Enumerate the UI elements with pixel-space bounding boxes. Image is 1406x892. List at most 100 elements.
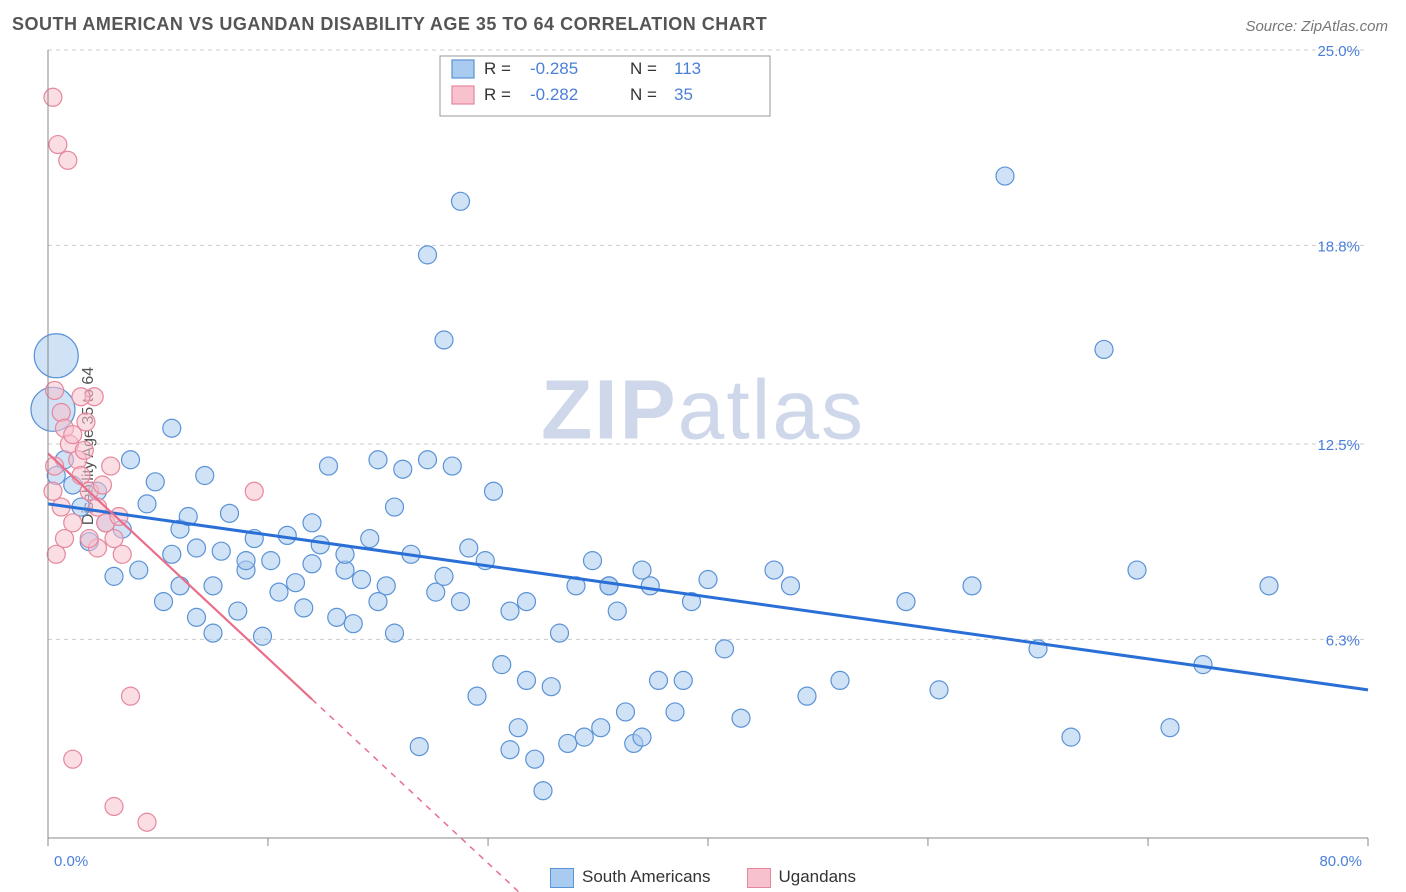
legend-swatch [452,60,474,78]
data-point [542,678,560,696]
data-point [72,467,90,485]
data-point [122,687,140,705]
data-point [452,192,470,210]
data-point [138,495,156,513]
legend-r-value: -0.285 [530,59,578,78]
data-point [188,608,206,626]
data-point [102,457,120,475]
data-point [435,331,453,349]
legend-swatch [452,86,474,104]
data-point [188,539,206,557]
data-point [64,514,82,532]
data-point [1161,719,1179,737]
data-point [353,571,371,589]
data-point [633,561,651,579]
data-point [254,627,272,645]
data-point [386,624,404,642]
y-tick-label: 6.3% [1326,632,1360,649]
data-point [930,681,948,699]
data-point [93,476,111,494]
data-point [77,413,95,431]
data-point [237,552,255,570]
data-point [633,728,651,746]
data-point [650,671,668,689]
data-point [575,728,593,746]
data-point [592,719,610,737]
data-point [245,482,263,500]
data-point [996,167,1014,185]
x-min-label: 0.0% [54,853,88,870]
data-point [608,602,626,620]
data-point [460,539,478,557]
legend-r-value: -0.282 [530,85,578,104]
data-point [897,593,915,611]
data-point [212,542,230,560]
x-max-label: 80.0% [1319,853,1362,870]
data-point [452,593,470,611]
data-point [443,457,461,475]
data-point [435,567,453,585]
data-point [138,813,156,831]
data-point [518,593,536,611]
data-point [617,703,635,721]
data-point [666,703,684,721]
data-point [221,504,239,522]
legend-n-value: 113 [674,59,701,78]
data-point [328,608,346,626]
data-point [295,599,313,617]
data-point [105,530,123,548]
data-point [196,467,214,485]
data-point [229,602,247,620]
data-point [303,555,321,573]
data-point [47,545,65,563]
data-point [518,671,536,689]
data-point [110,507,128,525]
data-point [600,577,618,595]
legend-item-south-americans: South Americans [550,867,711,888]
data-point [410,738,428,756]
data-point [501,602,519,620]
data-point [468,687,486,705]
data-point [113,545,131,563]
plot-svg: 6.3%12.5%18.8%25.0% 0.0%80.0% R =-0.285N… [0,0,1406,892]
data-point [204,577,222,595]
data-point [765,561,783,579]
data-point [493,656,511,674]
data-point [344,615,362,633]
y-tick-label: 25.0% [1317,43,1360,60]
data-point [798,687,816,705]
data-point [130,561,148,579]
data-point [287,574,305,592]
data-point [262,552,280,570]
data-point [394,460,412,478]
legend-swatch-blue [550,868,574,888]
data-point [551,624,569,642]
data-point [716,640,734,658]
data-point [155,593,173,611]
y-tick-label: 12.5% [1317,437,1360,454]
data-point [584,552,602,570]
data-point [44,482,62,500]
data-point [501,741,519,759]
data-point [485,482,503,500]
data-point [369,593,387,611]
series-legend: South Americans Ugandans [550,867,856,888]
legend-n-label: N = [630,85,657,104]
legend-n-value: 35 [674,85,693,104]
data-point [59,151,77,169]
data-point [105,567,123,585]
data-point [361,530,379,548]
data-point [146,473,164,491]
data-point [34,334,78,378]
data-point [80,530,98,548]
data-point [320,457,338,475]
data-point [509,719,527,737]
data-point [163,419,181,437]
trend-line-blue [48,504,1368,690]
data-point [782,577,800,595]
legend-n-label: N = [630,59,657,78]
legend-swatch-pink [747,868,771,888]
data-point [1128,561,1146,579]
data-point [105,797,123,815]
trend-line-pink [48,453,312,699]
